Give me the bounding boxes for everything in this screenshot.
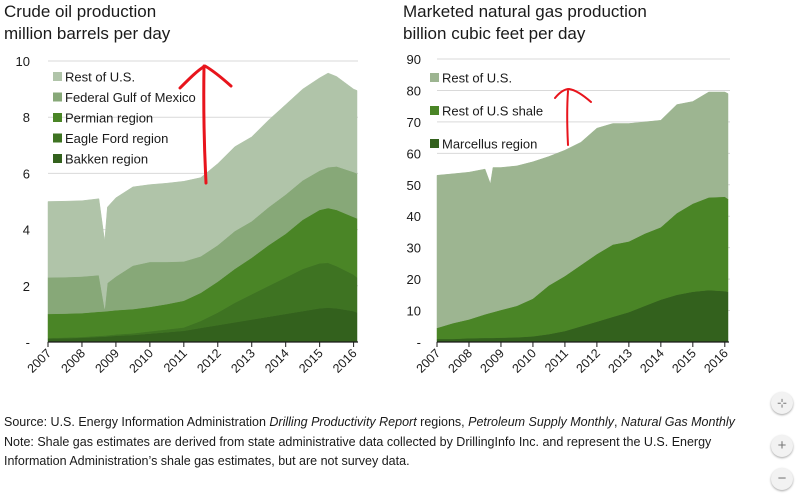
oil-legend-label: Bakken region — [65, 152, 148, 167]
oil-xtick-label: 2010 — [126, 346, 156, 376]
gas-legend-label: Marcellus region — [442, 137, 537, 152]
oil-xtick-label: 2015 — [296, 346, 326, 376]
gas-ytick-label: - — [417, 335, 421, 350]
source-petroleum-monthly: Petroleum Supply Monthly — [468, 415, 615, 429]
oil-xtick-label: 2009 — [92, 346, 122, 376]
gas-ytick-label: 30 — [407, 241, 421, 256]
oil-legend-swatch — [53, 92, 62, 102]
gas-legend-swatch — [430, 73, 439, 82]
gas-ytick-label: 40 — [407, 209, 421, 224]
gas-xtick-label: 2016 — [701, 346, 731, 376]
gas-xtick-label: 2009 — [478, 346, 508, 376]
oil-legend-label: Federal Gulf of Mexico — [65, 90, 196, 105]
zoom-in-button[interactable]: + — [771, 435, 793, 457]
source-drilling-report: Drilling Productivity Report — [269, 415, 417, 429]
gas-legend-label: Rest of U.S shale — [442, 104, 543, 119]
gas-xtick-label: 2015 — [669, 346, 699, 376]
fit-to-screen-button[interactable]: ⊹ — [771, 392, 793, 414]
fit-icon: ⊹ — [776, 396, 788, 410]
gas-xtick-label: 2013 — [605, 346, 635, 376]
plus-icon: + — [777, 437, 787, 454]
oil-ytick-label: - — [26, 335, 30, 350]
oil-ytick-label: 6 — [23, 166, 30, 181]
oil-xtick-label: 2007 — [25, 346, 55, 376]
oil-ytick-label: 8 — [23, 110, 30, 125]
oil-ytick-label: 10 — [16, 54, 30, 69]
gas-annotation-arrow — [554, 88, 592, 146]
source-comma: , — [614, 415, 621, 429]
footer: Source: U.S. Energy Information Administ… — [4, 413, 766, 472]
oil-legend-label: Eagle Ford region — [65, 131, 168, 146]
oil-legend-swatch — [53, 72, 62, 81]
oil-chart-title: Crude oil production million barrels per… — [4, 1, 170, 45]
gas-legend-swatch — [430, 106, 439, 115]
source-mid: regions, — [416, 415, 469, 429]
gas-ytick-label: 70 — [407, 115, 421, 130]
gas-area-rest-of-u-s- — [436, 91, 729, 329]
minus-icon: − — [777, 470, 787, 487]
gas-xtick-label: 2011 — [542, 346, 571, 375]
oil-xtick-label: 2012 — [194, 346, 224, 376]
oil-chart-subtitle: million barrels per day — [4, 24, 171, 43]
oil-legend-swatch — [53, 113, 62, 122]
note-line: Note: Shale gas estimates are derived fr… — [4, 434, 712, 469]
gas-xtick-label: 2014 — [637, 346, 667, 376]
oil-ytick-label: 4 — [23, 223, 30, 238]
gas-xtick-label: 2012 — [573, 346, 603, 376]
gas-legend-label: Rest of U.S. — [442, 71, 512, 86]
gas-xtick-label: 2008 — [446, 346, 476, 376]
gas-chart-title-text: Marketed natural gas production — [403, 2, 647, 21]
gas-ytick-label: 80 — [407, 83, 421, 98]
oil-legend-swatch — [53, 133, 62, 143]
oil-legend-swatch — [53, 154, 62, 163]
oil-xtick-label: 2008 — [59, 346, 89, 376]
source-gas-monthly: Natural Gas Monthly — [620, 415, 735, 429]
oil-annotation-arrow — [178, 64, 233, 185]
oil-xtick-label: 2016 — [330, 346, 360, 376]
gas-ytick-label: 50 — [407, 178, 421, 193]
oil-area-rest-of-u-s- — [47, 72, 358, 309]
source-prefix: Source: U.S. Energy Information Administ… — [4, 415, 270, 429]
gas-ytick-label: 10 — [407, 304, 421, 319]
gas-chart-subtitle: billion cubic feet per day — [403, 24, 586, 43]
gas-ytick-label: 90 — [407, 52, 421, 67]
gas-xtick-label: 2007 — [414, 346, 444, 376]
gas-xtick-label: 2010 — [509, 346, 539, 376]
oil-ytick-label: 2 — [23, 279, 30, 294]
gas-ytick-label: 20 — [407, 272, 421, 287]
gas-chart-title: Marketed natural gas production billion … — [403, 1, 647, 45]
zoom-out-button[interactable]: − — [771, 468, 793, 490]
oil-legend-label: Rest of U.S. — [65, 70, 135, 85]
oil-xtick-label: 2011 — [161, 346, 190, 375]
source-line: Source: U.S. Energy Information Administ… — [4, 413, 766, 433]
gas-legend-swatch — [430, 139, 439, 148]
oil-legend-label: Permian region — [65, 111, 153, 126]
oil-xtick-label: 2013 — [228, 346, 258, 376]
oil-chart-title-text: Crude oil production — [4, 2, 157, 21]
gas-ytick-label: 60 — [407, 146, 421, 161]
oil-xtick-label: 2014 — [262, 346, 292, 376]
